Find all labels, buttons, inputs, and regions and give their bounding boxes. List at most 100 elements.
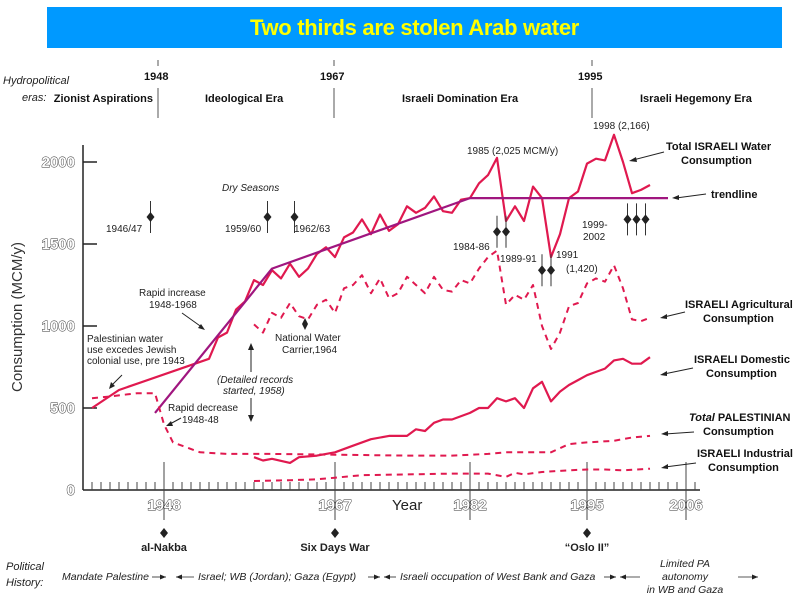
y-tick-label-500: 500 [50, 400, 75, 417]
axes: 0 500 1000 1500 2000 1948 1967 1982 1995 2006 Co… [9, 145, 703, 520]
annotation-records-2: started, 1958) [223, 386, 285, 397]
annotation-rapid-decrease-2: 1948-48 [182, 415, 219, 426]
legend-industrial-2: Consumption [708, 462, 779, 474]
arrow-rapid-decrease [169, 417, 182, 425]
legend-domestic-1: ISRAELI Domestic [694, 354, 790, 366]
eras-label-line1: Hydropolitical [3, 75, 70, 87]
dry-season-markers [146, 200, 650, 287]
annotation-1991-low-1: 1991 [556, 250, 579, 261]
arrowhead-pal-note [109, 382, 115, 389]
annotation-pal-note-2: use excedes Jewish [87, 345, 177, 356]
dry-season-star-icon [290, 211, 299, 222]
legend-arrowhead-domestic [660, 371, 667, 376]
x-tick-label-1995: 1995 [570, 497, 603, 514]
annotation-pal-note-3: colonial use, pre 1943 [87, 356, 185, 367]
period-pa-1: Limited PA [660, 558, 710, 570]
arrow-pa-start-head [620, 574, 626, 580]
political-label-2: History: [6, 577, 43, 589]
legend-palestinian-1: Total PALESTINIAN [689, 412, 791, 424]
arrow-occupation-end-head [610, 574, 616, 580]
political-label-1: Political [6, 561, 44, 573]
legend-arrow-domestic [663, 367, 694, 375]
chart-title: Two thirds are stolen Arab water [249, 14, 580, 40]
legend-arrow-agri [663, 311, 686, 318]
carrier-marker-icon [302, 318, 308, 330]
x-tick-label-1967: 1967 [318, 497, 351, 514]
event-label: “Oslo II” [565, 542, 610, 554]
period-pa-3: in WB and Gaza [647, 584, 724, 596]
dry-label-1999a: 1999- [582, 220, 608, 231]
legend-agri-1: ISRAELI Agricultural [685, 299, 793, 311]
era-israeli-hegemony: Israeli Hegemony Era [640, 93, 753, 105]
series-layer [91, 133, 668, 482]
dry-season-star-icon [146, 211, 155, 222]
dry-season-star-icon [493, 226, 501, 237]
legend-arrowhead-total [629, 157, 637, 162]
arrow-occupation-start-head [384, 574, 390, 580]
dry-label-1946: 1946/47 [106, 224, 143, 235]
annotation-1985-peak: 1985 (2,025 MCM/y) [467, 146, 558, 157]
x-axis-label: Year [392, 497, 422, 514]
dry-season-star-icon [641, 214, 650, 225]
period-pa-2: autonomy [662, 571, 709, 583]
legend-palestinian-rest: PALESTINIAN [715, 412, 791, 424]
annotation-1998-peak: 1998 (2,166) [593, 121, 650, 132]
dry-season-star-icon [263, 211, 272, 222]
era-israeli-domination: Israeli Domination Era [402, 93, 519, 105]
legend-palestinian-2: Consumption [703, 426, 774, 438]
dry-season-star-icon [547, 265, 555, 276]
legend: Total ISRAELI Water Consumption trendlin… [629, 141, 793, 474]
legend-agri-2: Consumption [703, 313, 774, 325]
x-tick-label-1982: 1982 [453, 497, 486, 514]
y-tick-label-1000: 1000 [42, 318, 75, 335]
period-mandate: Mandate Palestine [62, 571, 149, 583]
series-israeli-domestic-consumption [253, 356, 651, 464]
political-history: Political History: Mandate Palestine Isr… [6, 558, 758, 596]
legend-arrow-total [632, 151, 665, 161]
event-label: al-Nakba [141, 542, 188, 554]
events: al-Nakba Six Days War “Oslo II” [141, 528, 609, 554]
arrow-pal-note [111, 374, 123, 386]
arrow-rapid-increase [181, 312, 204, 329]
annotation-records-1: (Detailed records [217, 375, 293, 386]
x-tick-label-2006: 2006 [669, 497, 702, 514]
y-axis-label: Consumption (MCM/y) [9, 242, 26, 392]
legend-total-israeli-2: Consumption [681, 155, 752, 167]
annotation-rapid-increase-1: Rapid increase [139, 288, 206, 299]
era-zionist-aspirations: Zionist Aspirations [54, 93, 153, 105]
dry-label-1999b: 2002 [583, 232, 606, 243]
eras-label-line2: eras: [22, 92, 46, 104]
records-arrowhead-down [248, 415, 254, 422]
dry-label-1989: 1989-91 [500, 254, 537, 265]
event-star-icon [160, 528, 168, 538]
legend-arrow-trend [675, 193, 707, 199]
era-year-1995: 1995 [578, 71, 602, 83]
dry-season-star-icon [538, 265, 546, 276]
legend-arrowhead-agri [660, 314, 667, 319]
y-tick-label-1500: 1500 [42, 236, 75, 253]
series-israeli-industrial-consumption [253, 467, 651, 482]
annotation-rapid-decrease-1: Rapid decrease [168, 403, 238, 414]
era-year-1967: 1967 [320, 71, 344, 83]
period-occupation: Israeli occupation of West Bank and Gaza [400, 571, 595, 583]
y-ticks: 0 500 1000 1500 2000 [41, 154, 97, 499]
arrow-israel-start-head [176, 574, 182, 580]
era-ideological: Ideological Era [205, 93, 284, 105]
event-label: Six Days War [300, 542, 370, 554]
x-minor-ticks [91, 482, 696, 490]
y-tick-label-2000: 2000 [42, 154, 75, 171]
dry-label-1984: 1984-86 [453, 242, 490, 253]
dry-label-1962: 1962/63 [294, 224, 331, 235]
dry-seasons-title: Dry Seasons [222, 183, 279, 194]
dry-label-1959: 1959/60 [225, 224, 262, 235]
legend-industrial-1: ISRAELI Industrial [697, 448, 793, 460]
arrowhead-rapid-increase [198, 324, 205, 330]
legend-arrowhead-trend [672, 195, 679, 200]
arrow-mandate-end-head [160, 574, 166, 580]
x-major-ticks: 1948 1967 1982 1995 2006 [147, 462, 703, 520]
annotation-pal-note-1: Palestinian water [87, 334, 164, 345]
records-arrowhead-up [248, 343, 254, 350]
arrowhead-rapid-decrease [166, 421, 173, 426]
dry-season-star-icon [502, 226, 510, 237]
